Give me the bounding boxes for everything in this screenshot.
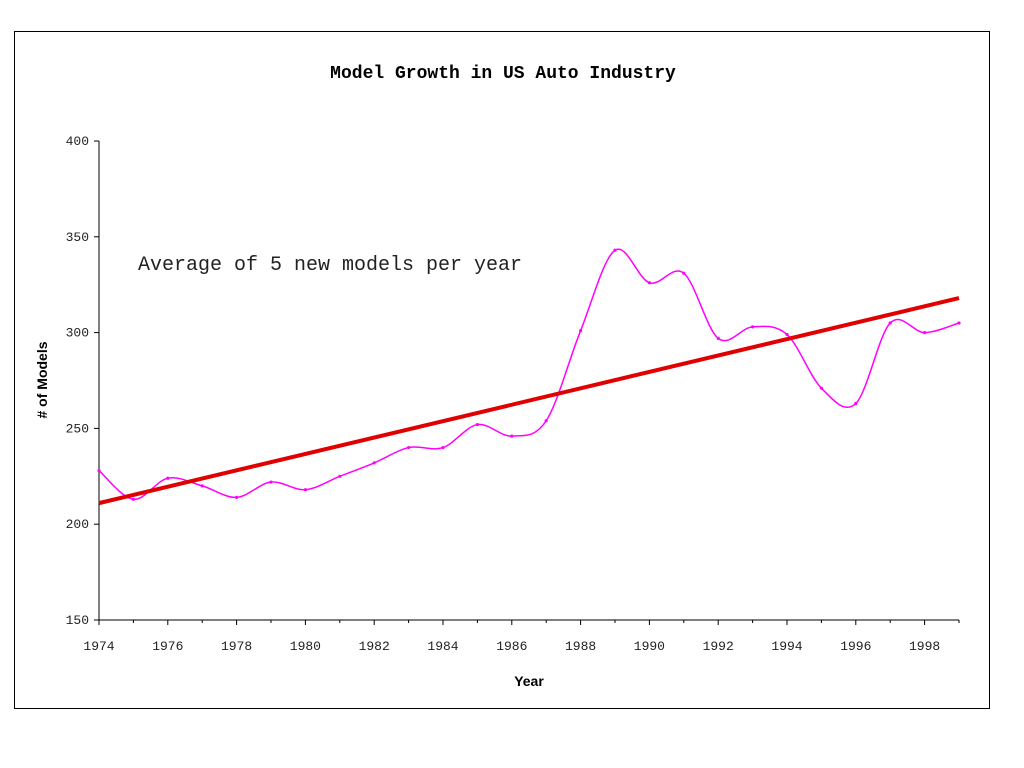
models-point xyxy=(407,445,411,450)
models-point xyxy=(372,461,376,465)
models-point xyxy=(682,271,686,275)
models-point xyxy=(303,488,307,492)
axes xyxy=(98,141,959,621)
x-tick-label: 1992 xyxy=(703,639,734,654)
trend-line xyxy=(98,296,960,506)
x-tick-label: 1982 xyxy=(359,639,390,654)
x-tick-label: 1976 xyxy=(152,639,183,654)
y-tick-label: 200 xyxy=(66,517,89,532)
models-point xyxy=(751,325,755,329)
models-point xyxy=(613,248,617,252)
y-axis-label: # of Models xyxy=(34,341,50,418)
models-point xyxy=(923,331,927,335)
models-point xyxy=(957,321,961,325)
models-point xyxy=(338,474,342,478)
models-point xyxy=(579,329,583,333)
models-point xyxy=(441,445,445,450)
models-point xyxy=(131,497,135,501)
models-point xyxy=(510,434,514,438)
y-tick-label: 300 xyxy=(66,326,89,341)
models-point xyxy=(97,468,101,473)
x-tick-label: 1990 xyxy=(634,639,665,654)
ticks: 150 200 250 300 350 400 1974 1976 1978 1980 1982 19… xyxy=(66,134,960,654)
y-tick-label: 150 xyxy=(66,613,89,628)
models-point xyxy=(200,484,204,488)
models-point xyxy=(544,419,548,423)
models-line xyxy=(98,248,960,501)
y-tick-label: 400 xyxy=(66,134,89,149)
x-tick-label: 1980 xyxy=(290,639,321,654)
models-point xyxy=(647,281,652,285)
models-point xyxy=(269,480,273,484)
x-tick-label: 1974 xyxy=(83,639,114,654)
models-point xyxy=(166,476,170,480)
x-tick-label: 1984 xyxy=(427,639,458,654)
models-point xyxy=(475,422,479,427)
x-tick-label: 1994 xyxy=(771,639,802,654)
trend-annotation: Average of 5 new models per year xyxy=(138,254,522,277)
models-point xyxy=(716,336,720,340)
models-point xyxy=(819,386,824,390)
y-tick-label: 350 xyxy=(66,230,89,245)
x-tick-label: 1998 xyxy=(909,639,940,654)
models-point xyxy=(888,321,892,325)
series-layer xyxy=(97,248,961,506)
x-tick-label: 1978 xyxy=(221,639,252,654)
models-point xyxy=(235,495,239,499)
chart-title: Model Growth in US Auto Industry xyxy=(330,64,676,84)
x-tick-label: 1996 xyxy=(840,639,871,654)
x-tick-label: 1986 xyxy=(496,639,527,654)
chart-frame xyxy=(14,31,990,709)
x-tick-label: 1988 xyxy=(565,639,596,654)
models-point xyxy=(785,332,789,337)
x-axis-label: Year xyxy=(514,673,544,689)
y-tick-label: 250 xyxy=(66,421,89,436)
models-point xyxy=(854,401,858,406)
